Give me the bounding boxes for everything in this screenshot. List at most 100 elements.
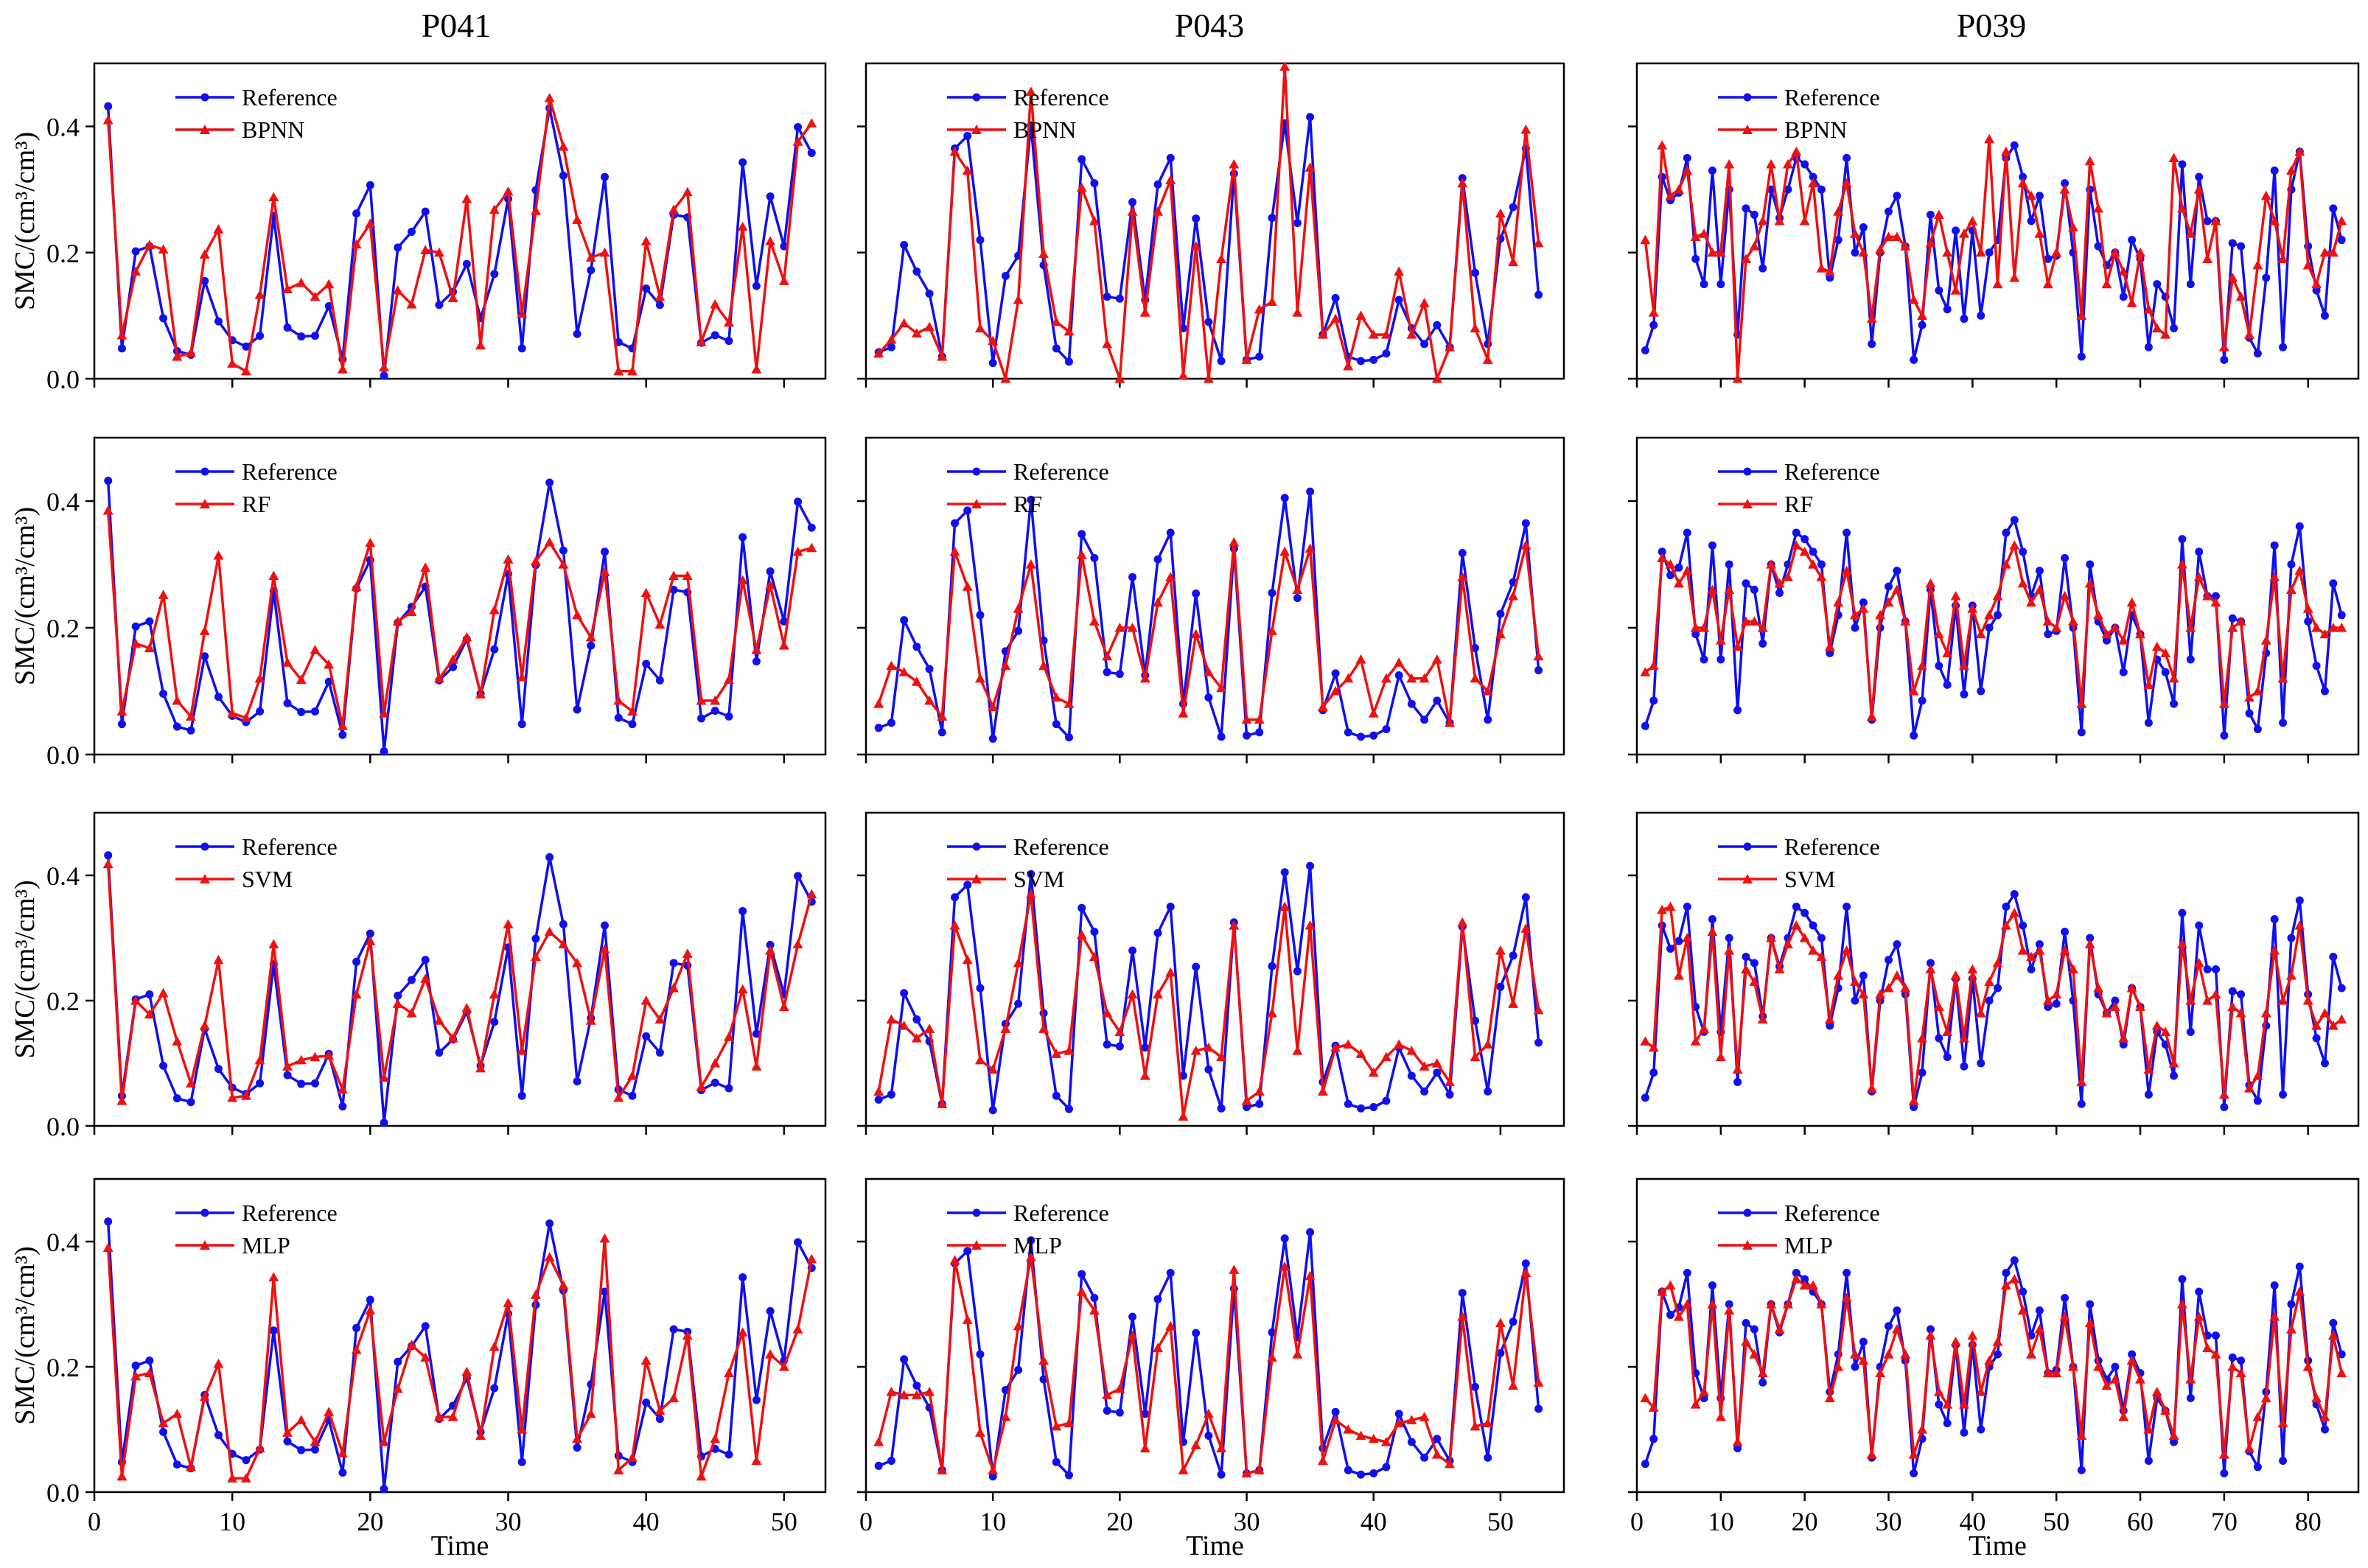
data-point-reference	[1166, 1269, 1175, 1277]
data-point-reference	[1268, 589, 1276, 598]
data-point-reference	[1420, 715, 1429, 724]
data-point-reference	[380, 1485, 388, 1494]
data-point-model	[489, 989, 500, 999]
data-point-reference	[1859, 971, 1868, 980]
data-point-reference	[1458, 1289, 1467, 1298]
data-point-model	[1520, 540, 1531, 550]
data-point-model	[1089, 616, 1100, 626]
data-point-model	[2000, 920, 2011, 930]
data-point-model	[1178, 370, 1189, 380]
data-point-model	[1992, 958, 2003, 967]
series-group-p039-svm	[1640, 890, 2347, 1111]
data-point-reference	[937, 728, 946, 737]
data-point-model	[1774, 578, 1785, 588]
data-point-model	[1749, 241, 1760, 251]
data-point-model	[2059, 184, 2070, 194]
data-point-model	[1089, 951, 1100, 962]
data-point-model	[1866, 1449, 1877, 1459]
data-point-model	[2093, 203, 2104, 213]
data-point-reference	[1115, 670, 1124, 679]
data-point-reference	[2111, 1362, 2120, 1371]
data-point-reference	[1192, 214, 1201, 223]
data-point-reference	[614, 713, 623, 722]
data-point-model	[1495, 208, 1506, 218]
data-point-model	[751, 1061, 762, 1071]
legend-marker-model	[1742, 499, 1753, 508]
data-point-model	[310, 291, 321, 301]
data-point-model	[2017, 178, 2028, 188]
data-point-model	[1216, 1051, 1227, 1062]
data-point-model	[911, 328, 922, 337]
data-point-model	[1127, 989, 1138, 999]
data-point-model	[1992, 591, 2003, 601]
data-point-model	[949, 920, 960, 930]
legend-label-reference: Reference	[1784, 833, 1880, 860]
data-point-model	[1648, 307, 1659, 317]
data-point-reference	[1885, 1322, 1893, 1331]
data-point-model	[1495, 945, 1506, 955]
data-point-model	[1355, 654, 1366, 664]
data-point-model	[1942, 247, 1953, 257]
data-point-model	[2285, 584, 2297, 594]
data-point-reference	[2186, 655, 2195, 664]
data-point-reference	[1708, 541, 1716, 550]
data-point-reference	[1103, 1040, 1111, 1049]
data-point-reference	[380, 747, 388, 756]
data-point-reference	[587, 641, 596, 650]
data-point-model	[1445, 342, 1456, 351]
series-group-p043-mlp	[873, 1228, 1544, 1481]
data-point-reference	[1128, 197, 1137, 206]
data-point-model	[2260, 1393, 2271, 1403]
legend-label-reference: Reference	[242, 1200, 338, 1226]
data-point-model	[2101, 1380, 2112, 1390]
data-point-reference	[214, 1065, 223, 1074]
legend-p043-svm: Reference SVM	[947, 833, 1109, 892]
data-point-model	[1682, 165, 1693, 175]
data-point-model	[172, 351, 183, 361]
data-point-model	[2109, 623, 2120, 632]
data-point-reference	[1943, 680, 1952, 689]
data-point-reference	[1090, 928, 1099, 936]
data-point-model	[2042, 616, 2053, 626]
data-point-model	[1707, 584, 1718, 594]
data-point-reference	[1509, 1317, 1517, 1326]
data-point-model	[1673, 970, 1684, 980]
data-point-model	[1254, 714, 1265, 724]
data-point-model	[1038, 248, 1049, 259]
data-point-model	[1866, 711, 1877, 721]
data-point-model	[1975, 1008, 1986, 1018]
data-point-reference	[1926, 959, 1935, 967]
data-point-reference	[887, 343, 895, 351]
data-point-model	[682, 1330, 693, 1340]
data-point-reference	[380, 1119, 388, 1127]
data-point-reference	[1166, 528, 1175, 537]
data-point-reference	[1484, 1087, 1492, 1096]
data-point-reference	[462, 259, 471, 268]
data-point-model	[1975, 247, 1986, 257]
data-point-reference	[159, 314, 168, 323]
data-point-reference	[794, 497, 803, 506]
data-point-reference	[2061, 553, 2070, 562]
data-point-model	[898, 1390, 909, 1399]
data-point-model	[599, 247, 610, 257]
data-point-reference	[1809, 921, 1817, 930]
data-point-reference	[1255, 728, 1264, 737]
data-point-model	[765, 236, 776, 245]
series-group-p043-rf	[873, 487, 1544, 743]
data-point-model	[2084, 939, 2095, 949]
data-point-reference	[1893, 940, 1901, 948]
data-point-model	[1774, 1324, 1785, 1334]
data-point-reference	[1141, 1410, 1150, 1418]
data-point-reference	[2119, 668, 2128, 676]
x-tick-label: 40	[1959, 1507, 1985, 1536]
data-point-model	[1883, 1349, 1894, 1359]
data-point-model	[1457, 572, 1468, 581]
data-point-model	[1724, 584, 1735, 594]
data-point-reference	[900, 989, 909, 998]
data-point-reference	[2170, 1071, 2179, 1080]
legend-marker-model	[971, 125, 982, 134]
series-group-p043-svm	[873, 861, 1544, 1121]
column-titles: P041 P043 P039	[422, 7, 2027, 44]
data-point-reference	[1750, 1325, 1758, 1334]
data-point-model	[2185, 1374, 2196, 1384]
